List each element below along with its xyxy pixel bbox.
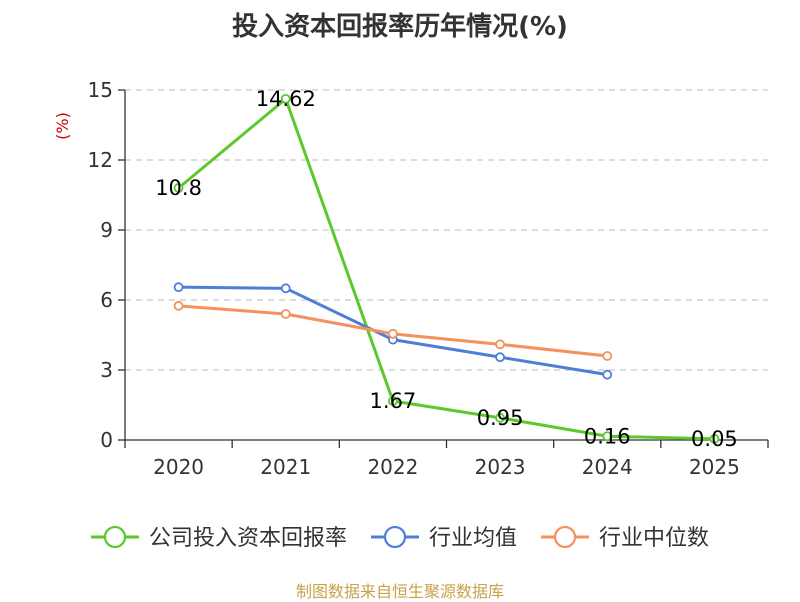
- data-point: [173, 282, 184, 293]
- x-tick-label: 2023: [475, 455, 526, 479]
- legend: 公司投入资本回报率 行业均值 行业中位数: [90, 525, 709, 551]
- x-tick-label: 2024: [582, 455, 633, 479]
- series-layer: [173, 93, 720, 444]
- y-tick-label: 3: [100, 358, 113, 382]
- y-tick-label: 9: [100, 218, 113, 242]
- y-tick-label: 0: [100, 428, 113, 452]
- x-tick-label: 2022: [367, 455, 418, 479]
- legend-label-0: 公司投入资本回报率: [149, 526, 347, 551]
- data-labels-layer: 10.8 14.62 1.67 0.95 0.16 0.05: [155, 87, 738, 451]
- series-line-0: [177, 97, 715, 441]
- data-label: 0.16: [584, 424, 631, 448]
- data-point: [280, 93, 291, 104]
- data-label: 0.05: [691, 427, 738, 451]
- data-point: [173, 183, 184, 193]
- data-label: 0.95: [477, 406, 524, 430]
- data-point: [709, 433, 720, 444]
- data-point: [173, 300, 184, 311]
- data-point: [495, 352, 505, 363]
- data-point: [495, 412, 505, 423]
- data-point: [280, 283, 291, 294]
- data-point: [280, 309, 291, 319]
- y-tick-label: 15: [88, 78, 113, 102]
- legend-label-2: 行业中位数: [599, 526, 709, 551]
- legend-marker-2: [553, 525, 577, 549]
- y-tick-label: 12: [88, 148, 113, 172]
- chart-title: 投入资本回报率历年情况(%): [232, 12, 568, 42]
- x-tick-label: 2025: [689, 455, 740, 479]
- axes: 0 3 6 9 12 15 2020 2021 2022 2023 2024 2025: [88, 78, 769, 479]
- data-point: [602, 431, 613, 442]
- grid-lines: [125, 89, 768, 371]
- data-label: 14.62: [256, 87, 316, 111]
- y-axis-unit-label: (%): [53, 112, 72, 140]
- data-label: 10.8: [155, 176, 202, 200]
- data-point: [388, 396, 398, 406]
- data-point: [602, 369, 613, 380]
- data-point: [602, 351, 613, 361]
- legend-marker-0: [103, 525, 127, 549]
- legend-marker-1: [383, 525, 407, 549]
- data-point: [495, 339, 505, 350]
- source-note: 制图数据来自恒生聚源数据库: [295, 582, 504, 601]
- legend-label-1: 行业均值: [429, 526, 517, 551]
- data-label: 1.67: [370, 389, 417, 413]
- x-tick-label: 2020: [153, 455, 204, 479]
- y-tick-label: 6: [100, 288, 113, 312]
- x-tick-label: 2021: [260, 455, 311, 479]
- data-point: [388, 328, 398, 339]
